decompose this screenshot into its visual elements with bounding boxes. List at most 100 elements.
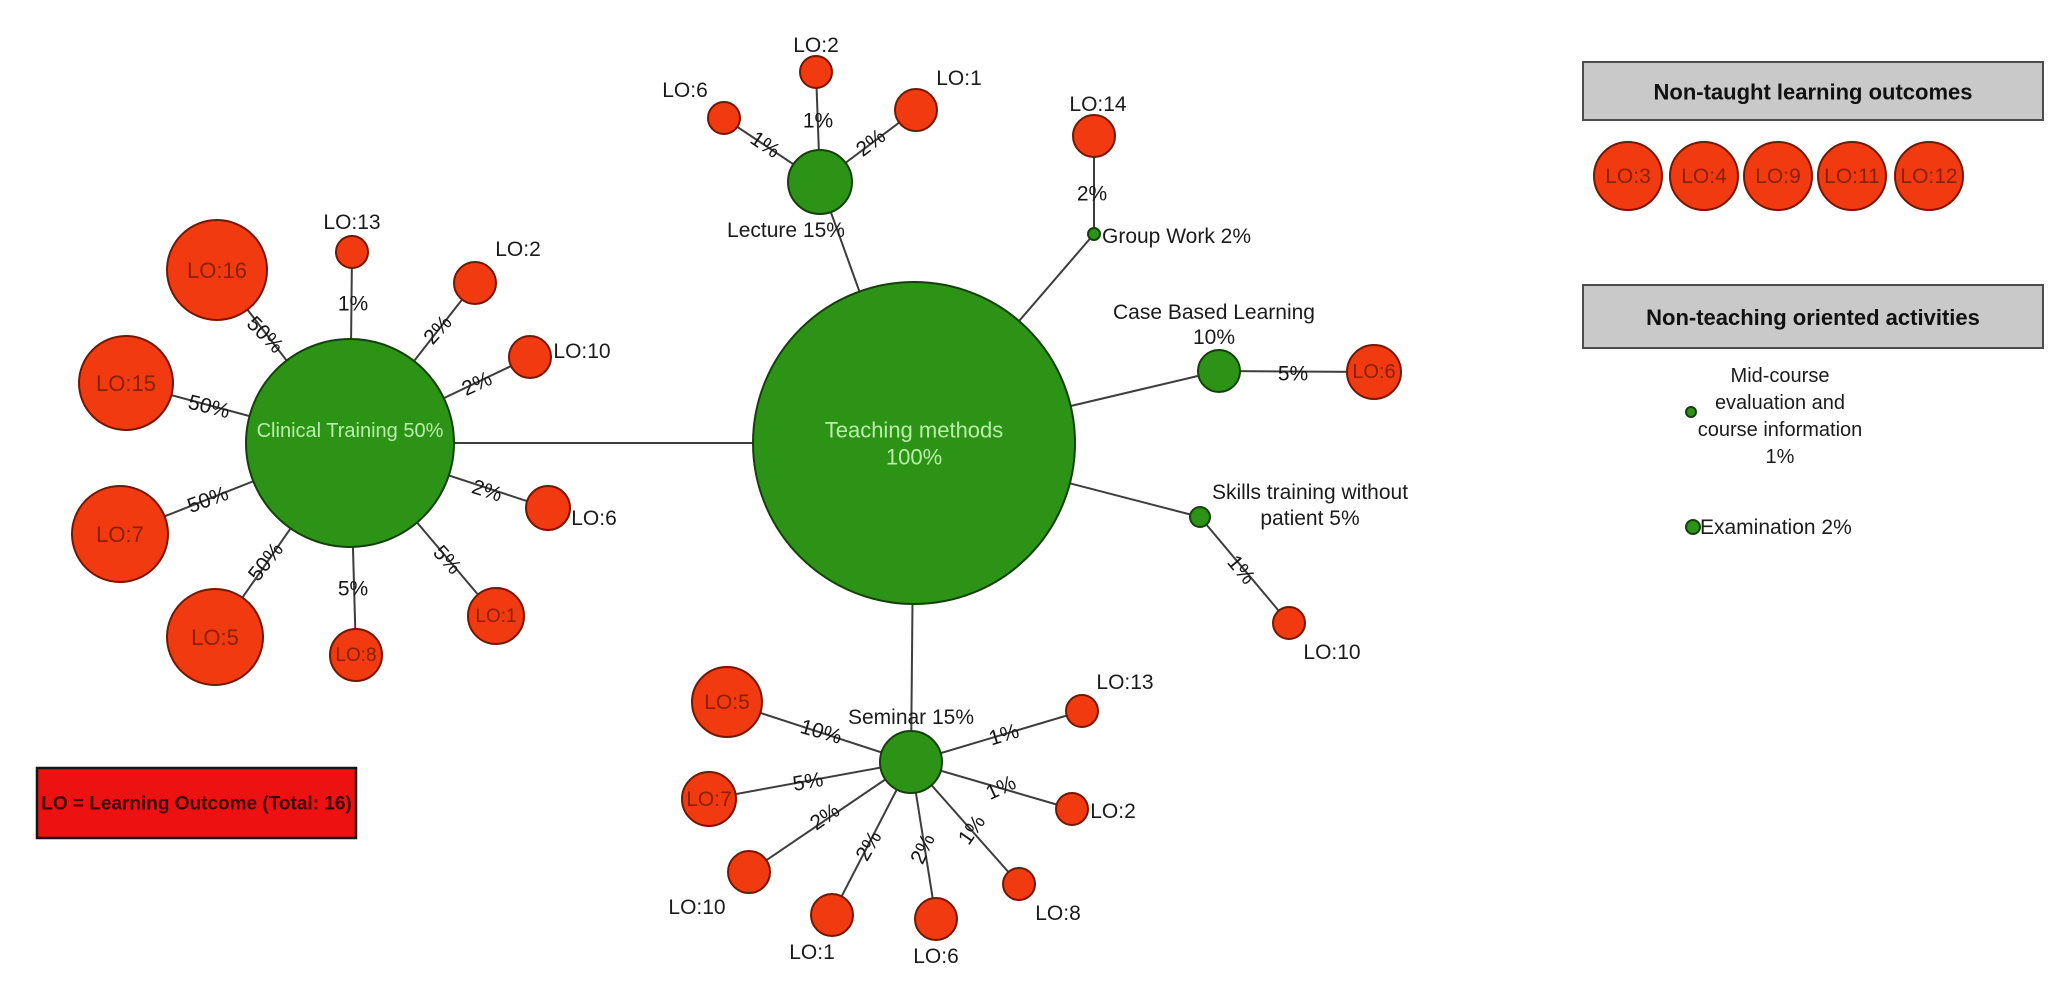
label-lecture: Lecture 15% — [727, 219, 845, 242]
label-l-lo6: LO:6 — [662, 79, 708, 102]
legend-label: LO = Learning Outcome (Total: 16) — [41, 794, 352, 815]
edge-label-cbl-cbl-lo6: 5% — [1278, 363, 1308, 386]
label-sem-lo2: LO:2 — [1090, 800, 1136, 823]
label-sem-lo1: LO:1 — [789, 941, 835, 964]
edge-label-clinical-c-lo6: 2% — [469, 475, 505, 506]
node-nt-lo9 — [1743, 141, 1813, 211]
edge-seminar-sem-lo7 — [708, 761, 912, 800]
edge-label-groupwork-lo14: 2% — [1077, 183, 1107, 206]
label-nt-lo9: LO:9 — [1755, 165, 1801, 188]
node-clinical — [245, 338, 455, 548]
label-c-lo6: LO:6 — [571, 507, 617, 530]
label-sem-lo13: LO:13 — [1096, 671, 1153, 694]
node-seminar — [879, 730, 943, 794]
node-c-lo5 — [166, 588, 264, 686]
node-sem-lo1 — [810, 893, 854, 937]
node-nt-lo12 — [1894, 141, 1964, 211]
edge-label-lecture-l-lo6: 1% — [746, 127, 784, 163]
edge-label-clinical-c-lo13: 1% — [338, 293, 368, 316]
label-nt-lo11: LO:11 — [1824, 165, 1880, 188]
label-c-lo8: LO:8 — [335, 645, 376, 666]
node-c-lo1 — [467, 587, 525, 645]
non_teaching_header-label: Non-teaching oriented activities — [1646, 305, 1980, 330]
edge-label-seminar-sem-lo2: 1% — [982, 771, 1019, 805]
edge-label-clinical-c-lo7: 50% — [184, 482, 231, 518]
non_taught_header-label: Non-taught learning outcomes — [1654, 80, 1973, 105]
edge-label-seminar-sem-lo1: 2% — [851, 827, 886, 865]
node-cbl — [1197, 349, 1241, 393]
node-lo14 — [1072, 114, 1116, 158]
node-sem-lo7 — [681, 771, 737, 827]
edge-label-clinical-c-lo2: 2% — [419, 311, 456, 349]
node-labels: Teaching methods 100% Clinical Training 50… — [96, 34, 1958, 968]
label-exam: Examination 2% — [1700, 516, 1852, 539]
node-exam — [1685, 519, 1701, 535]
label-cbl-lo6: LO:6 — [1352, 361, 1395, 383]
edge-seminar-sem-lo10 — [748, 761, 912, 873]
label-c-lo15: LO:15 — [96, 371, 156, 396]
node-nt-lo4 — [1669, 141, 1739, 211]
node-s-lo10 — [1272, 606, 1306, 640]
label-sem-lo10: LO:10 — [668, 896, 725, 919]
node-cbl-lo6 — [1346, 344, 1402, 400]
edge-label-skills-s-lo10: 1% — [1222, 551, 1259, 589]
label-nt-lo4: LO:4 — [1681, 165, 1727, 188]
legend-box — [35, 766, 358, 840]
label-c-lo16: LO:16 — [187, 258, 247, 283]
label-clinical: Clinical Training 50% — [257, 420, 444, 442]
label-c-lo1: LO:1 — [475, 606, 516, 627]
edge-label-clinical-c-lo8: 5% — [338, 578, 368, 601]
node-c-lo10 — [508, 335, 552, 379]
edge-label-clinical-c-lo16: 50% — [242, 312, 288, 358]
node-sem-lo5 — [691, 666, 763, 738]
node-nt-lo11 — [1817, 141, 1887, 211]
node-groupwork — [1087, 227, 1101, 241]
edge-label-seminar-sem-lo13: 1% — [986, 720, 1022, 751]
label-c-lo2: LO:2 — [495, 238, 541, 261]
node-l-lo6 — [707, 101, 741, 135]
node-lecture — [787, 149, 853, 215]
edge-label-clinical-c-lo15: 50% — [186, 391, 232, 423]
label-midcourse: Mid-course evaluation and course informati… — [1698, 365, 1863, 468]
node-sem-lo13 — [1065, 694, 1099, 728]
label-lo14: LO:14 — [1069, 93, 1127, 116]
edge-label-seminar-sem-lo7: 5% — [791, 768, 825, 796]
non_teaching_header-box — [1582, 284, 2044, 349]
panel-boxes: Non-taught learning outcomes Non-teachin… — [35, 61, 2044, 840]
label-cbl: Case Based Learning 10% — [1113, 301, 1315, 349]
node-c-lo6 — [525, 485, 571, 531]
node-c-lo7 — [71, 485, 169, 583]
node-c-lo2 — [453, 261, 497, 305]
node-c-lo16 — [166, 219, 268, 321]
label-skills: Skills training without patient 5% — [1212, 481, 1408, 530]
edge-label-lecture-l-lo2: 1% — [803, 110, 833, 133]
label-c-lo5: LO:5 — [191, 625, 239, 650]
node-skills — [1189, 506, 1211, 528]
non_taught_header-box — [1582, 61, 2044, 121]
edge-label-clinical-c-lo10: 2% — [458, 367, 495, 401]
node-sem-lo2 — [1055, 792, 1089, 826]
edge-skills-s-lo10 — [1199, 516, 1290, 624]
label-s-lo10: LO:10 — [1303, 641, 1360, 664]
node-l-lo1 — [894, 88, 938, 132]
label-sem-lo6: LO:6 — [913, 945, 959, 968]
edge-label-seminar-sem-lo5: 10% — [798, 715, 845, 749]
node-sem-lo6 — [914, 897, 958, 941]
node-c-lo8 — [329, 628, 383, 682]
edge-label-clinical-c-lo5: 50% — [244, 538, 288, 585]
label-sem-lo8: LO:8 — [1035, 902, 1081, 925]
label-c-lo7: LO:7 — [96, 522, 144, 547]
label-nt-lo12: LO:12 — [1900, 165, 1957, 188]
label-sem-lo7: LO:7 — [686, 788, 732, 811]
node-nt-lo3 — [1593, 141, 1663, 211]
node-c-lo15 — [78, 335, 174, 431]
label-teaching: Teaching methods 100% — [825, 417, 1004, 469]
label-nt-lo3: LO:3 — [1605, 165, 1651, 188]
node-sem-lo10 — [727, 850, 771, 894]
node-midcourse — [1685, 406, 1697, 418]
nodes — [71, 55, 1964, 941]
node-teaching — [752, 281, 1076, 605]
node-c-lo13 — [335, 235, 369, 269]
label-sem-lo5: LO:5 — [704, 691, 750, 714]
